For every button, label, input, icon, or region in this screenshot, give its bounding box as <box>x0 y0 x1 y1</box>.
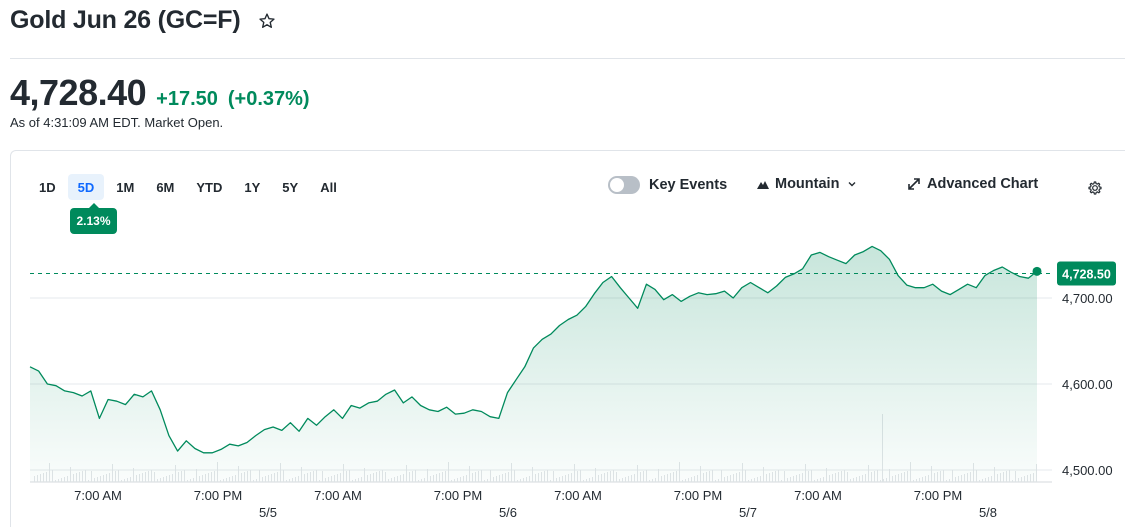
x-date-label: 5/8 <box>979 505 997 520</box>
header-divider <box>10 58 1125 59</box>
chart-card <box>10 150 1125 527</box>
star-icon[interactable] <box>256 10 278 32</box>
price-change: +17.50 <box>156 88 218 110</box>
quote-row: 4,728.40 +17.50 (+0.37%) <box>10 72 310 114</box>
price-change-percent: (+0.37%) <box>227 88 310 110</box>
range-6m[interactable]: 6M <box>156 179 175 195</box>
chevron-down-icon <box>847 179 857 189</box>
chart-type-dropdown[interactable]: Mountain <box>757 176 857 192</box>
price-line <box>29 245 1038 454</box>
x-tick-label: 7:00 AM <box>554 488 602 503</box>
expand-icon <box>907 177 921 191</box>
current-price-tag: 4,728.50 <box>1057 261 1116 286</box>
price-tag-bg <box>1057 261 1116 286</box>
gear-icon <box>1087 180 1103 200</box>
x-date-label: 5/5 <box>259 505 277 520</box>
page-title: Gold Jun 26 (GC=F) <box>10 6 241 34</box>
x-tick-label: 7:00 PM <box>194 488 242 503</box>
y-axis: 4,500.00 4,600.00 4,700.00 <box>1062 291 1113 478</box>
x-tick-label: 7:00 PM <box>434 488 482 503</box>
x-tick-label: 7:00 AM <box>314 488 362 503</box>
price-tag-label: 4,728.50 <box>1062 267 1111 281</box>
range-all[interactable]: All <box>320 179 337 195</box>
y-tick-label: 4,600.00 <box>1062 377 1113 392</box>
x-tick-label: 7:00 AM <box>74 488 122 503</box>
market-status: As of 4:31:09 AM EDT. Market Open. <box>10 115 224 130</box>
range-5y[interactable]: 5Y <box>282 179 299 195</box>
range-selector: 1D 5D 1M 6M YTD 1Y 5Y All <box>29 174 349 200</box>
current-price-dot <box>1032 266 1042 276</box>
advanced-chart-button[interactable]: Advanced Chart <box>907 176 1038 192</box>
chart-settings-button[interactable] <box>1087 180 1103 200</box>
x-tick-label: 7:00 PM <box>674 488 722 503</box>
range-change-badge: 2.13% <box>70 203 117 234</box>
advanced-chart-label: Advanced Chart <box>927 176 1039 192</box>
y-tick-label: 4,700.00 <box>1062 291 1113 306</box>
range-ytd[interactable]: YTD <box>196 179 223 195</box>
price-area <box>30 246 1037 482</box>
x-axis: 7:00 AM 7:00 PM 7:00 AM 7:00 PM 7:00 AM 7:00 … <box>74 488 997 520</box>
y-tick-label: 4,500.00 <box>1062 463 1113 478</box>
chart-type-label: Mountain <box>775 176 840 192</box>
key-events-label: Key Events <box>649 177 728 193</box>
range-5d[interactable]: 5D <box>67 174 105 200</box>
range-1y[interactable]: 1Y <box>244 179 261 195</box>
range-1m[interactable]: 1M <box>116 179 135 195</box>
range-1d[interactable]: 1D <box>39 179 56 195</box>
x-tick-label: 7:00 AM <box>794 488 842 503</box>
current-price: 4,728.40 <box>10 72 147 113</box>
mountain-icon <box>757 179 769 189</box>
key-events-toggle[interactable]: Key Events <box>608 176 727 194</box>
x-tick-label: 7:00 PM <box>914 488 962 503</box>
x-date-label: 5/7 <box>739 505 757 520</box>
title-row: Gold Jun 26 (GC=F) <box>10 6 278 35</box>
x-date-label: 5/6 <box>499 505 517 520</box>
toggle-switch[interactable] <box>608 176 640 194</box>
